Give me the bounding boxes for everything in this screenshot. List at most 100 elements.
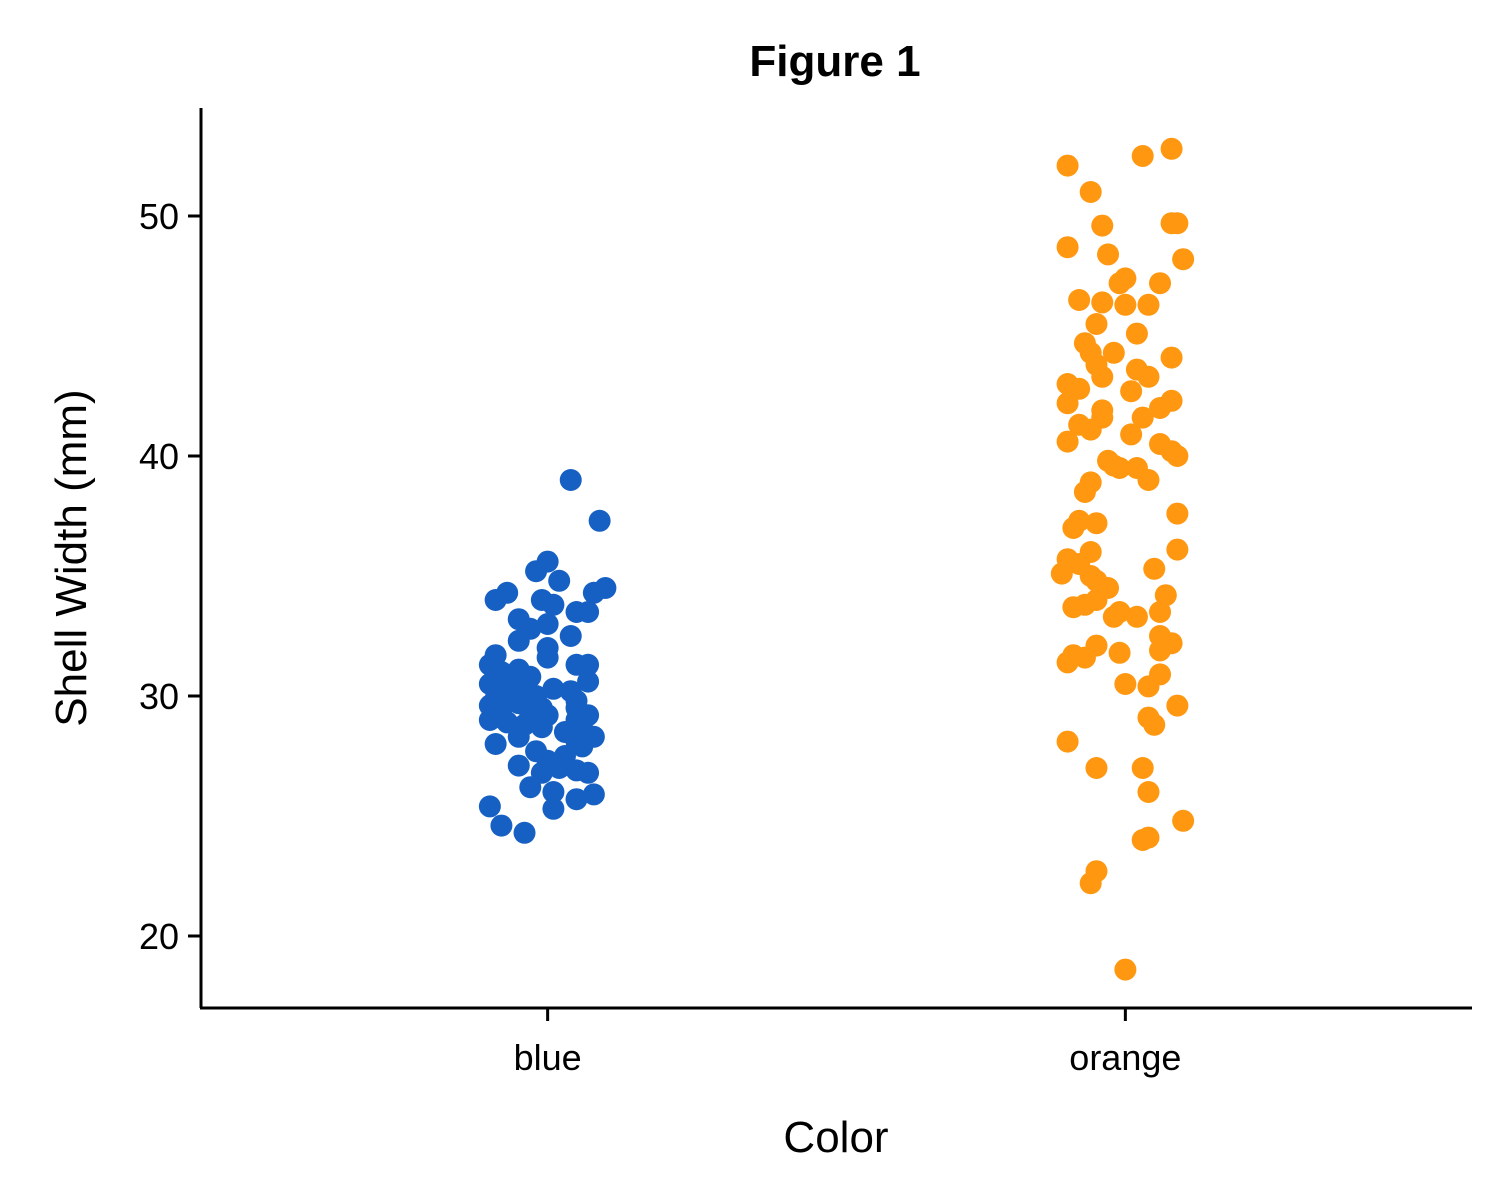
data-point-orange (1073, 481, 1096, 503)
data-point-blue (565, 788, 588, 811)
data-point-orange (1143, 557, 1166, 580)
data-point-orange (1160, 346, 1183, 369)
data-point-orange (1085, 757, 1108, 779)
data-point-orange (1137, 781, 1160, 803)
y-axis-label: Shell Width (mm) (47, 389, 96, 726)
data-point-orange (1056, 236, 1079, 259)
data-point-blue (577, 601, 600, 623)
data-point-orange (1166, 445, 1189, 467)
data-point-blue (478, 795, 501, 818)
data-point-blue (559, 469, 582, 491)
data-point-orange (1102, 605, 1125, 628)
data-point-orange (1085, 313, 1108, 335)
data-point-orange (1137, 675, 1160, 698)
data-point-blue (542, 677, 565, 700)
data-point-orange (1154, 584, 1177, 607)
plot-area (478, 137, 1195, 981)
data-point-blue (525, 560, 548, 583)
data-point-orange (1172, 809, 1195, 832)
data-point-blue (542, 797, 565, 820)
data-point-orange (1149, 397, 1172, 419)
data-point-blue (588, 509, 611, 532)
data-point-orange (1056, 430, 1079, 453)
data-point-blue (507, 725, 530, 748)
data-point-orange (1114, 958, 1137, 981)
y-tick-label: 50 (139, 196, 179, 237)
data-point-orange (1091, 291, 1114, 314)
data-point-blue (490, 814, 513, 837)
data-point-blue (484, 733, 507, 755)
data-point-orange (1050, 562, 1073, 585)
data-point-blue (582, 783, 605, 806)
data-point-blue (507, 629, 530, 652)
data-point-orange (1062, 517, 1085, 539)
data-point-blue (484, 589, 507, 611)
data-point-orange (1108, 272, 1131, 295)
data-point-orange (1137, 469, 1160, 491)
data-point-orange (1056, 392, 1079, 415)
y-tick-label: 40 (139, 436, 179, 477)
data-point-blue (519, 776, 542, 799)
data-point-orange (1079, 872, 1102, 895)
data-point-orange (1149, 601, 1172, 623)
data-point-blue (536, 646, 559, 669)
data-point-orange (1120, 380, 1143, 403)
series-orange (1050, 137, 1195, 981)
data-point-orange (1166, 502, 1189, 525)
data-point-orange (1131, 406, 1154, 429)
data-point-blue (548, 757, 571, 779)
data-point-orange (1085, 512, 1108, 535)
data-point-blue (577, 653, 600, 676)
data-point-orange (1056, 651, 1079, 674)
chart-title: Figure 1 (749, 37, 920, 86)
data-point-orange (1125, 322, 1148, 345)
x-tick-label-blue: blue (514, 1037, 582, 1078)
data-point-orange (1114, 673, 1137, 695)
data-point-blue (513, 821, 536, 844)
y-tick-label: 30 (139, 676, 179, 717)
data-point-blue (542, 781, 565, 803)
y-tick-label: 20 (139, 916, 179, 957)
x-tick-label-orange: orange (1069, 1037, 1181, 1078)
data-point-orange (1056, 730, 1079, 753)
data-point-orange (1091, 214, 1114, 237)
data-point-orange (1166, 212, 1189, 235)
data-point-orange (1166, 694, 1189, 717)
data-point-blue (571, 735, 594, 758)
data-point-orange (1137, 293, 1160, 316)
data-point-blue (548, 569, 571, 592)
data-point-orange (1056, 154, 1079, 177)
data-point-orange (1172, 248, 1195, 271)
data-point-blue (582, 581, 605, 604)
data-point-orange (1073, 646, 1096, 669)
data-point-orange (1149, 639, 1172, 662)
data-point-orange (1114, 293, 1137, 316)
data-point-orange (1108, 641, 1131, 664)
data-point-blue (559, 625, 582, 647)
y-axis-ticks: 20 30 40 50 (139, 196, 201, 957)
data-point-orange (1160, 137, 1183, 160)
data-point-orange (1108, 457, 1131, 479)
data-point-orange (1137, 826, 1160, 849)
data-point-orange (1131, 145, 1154, 167)
data-point-orange (1062, 596, 1085, 619)
data-point-blue (507, 754, 530, 777)
x-axis-label: Color (783, 1113, 888, 1162)
data-point-orange (1131, 757, 1154, 779)
series-blue (478, 469, 617, 844)
data-point-orange (1125, 605, 1148, 628)
data-point-orange (1137, 365, 1160, 388)
data-point-orange (1079, 418, 1102, 441)
data-point-orange (1068, 289, 1091, 311)
data-point-orange (1149, 272, 1172, 295)
data-point-orange (1091, 365, 1114, 388)
x-axis-ticks: blue orange (514, 1008, 1181, 1078)
data-point-blue (577, 761, 600, 784)
data-point-orange (1120, 423, 1143, 446)
data-point-orange (1102, 341, 1125, 364)
data-point-orange (1097, 243, 1120, 266)
data-point-blue (577, 670, 600, 693)
data-point-blue (536, 613, 559, 635)
data-point-blue (542, 593, 565, 616)
data-point-orange (1079, 181, 1102, 203)
